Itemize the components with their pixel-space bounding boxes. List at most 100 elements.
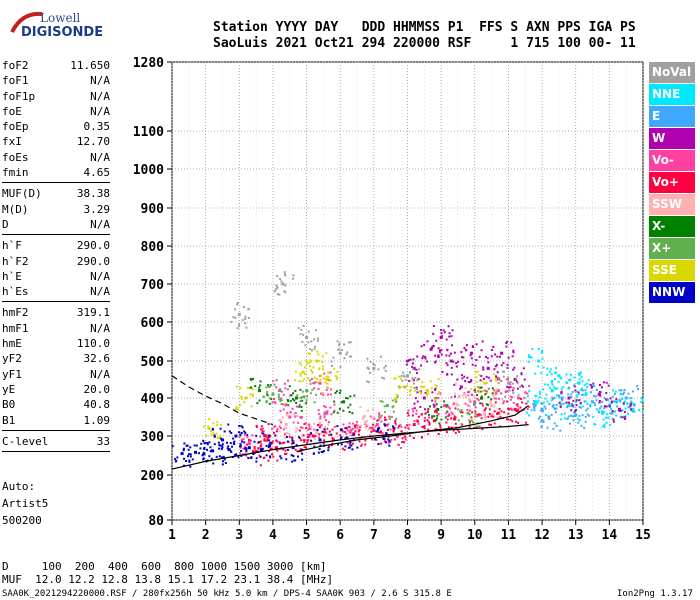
echo-point — [311, 434, 315, 438]
echo-speckle — [534, 394, 537, 397]
echo-speckle — [592, 395, 595, 398]
echo-speckle — [244, 317, 247, 320]
echo-speckle — [279, 277, 282, 280]
echo-speckle — [313, 348, 316, 351]
echo-speckle — [497, 376, 500, 379]
echo-speckle — [255, 460, 258, 463]
echo-point — [284, 423, 288, 427]
echo-speckle — [289, 411, 292, 414]
echo-speckle — [595, 389, 598, 392]
echo-speckle — [303, 440, 306, 443]
echo-speckle — [412, 358, 415, 361]
echo-speckle — [271, 392, 274, 395]
echo-speckle — [413, 420, 416, 423]
echo-speckle — [238, 404, 241, 407]
param-value: N/A — [90, 150, 110, 164]
echo-speckle — [314, 437, 317, 440]
echo-speckle — [258, 454, 261, 457]
echo-speckle — [218, 443, 221, 446]
echo-speckle — [387, 441, 390, 444]
echo-speckle — [456, 378, 459, 381]
echo-speckle — [441, 370, 444, 373]
echo-speckle — [466, 408, 469, 411]
param-row: D N/A — [2, 217, 110, 232]
echo-speckle — [537, 348, 540, 351]
echo-speckle — [630, 408, 633, 411]
param-label: foF1 — [2, 74, 29, 88]
echo-speckle — [551, 389, 554, 392]
echo-speckle — [545, 393, 548, 396]
echo-speckle — [318, 360, 321, 363]
echo-speckle — [283, 441, 286, 444]
echo-speckle — [260, 425, 263, 428]
echo-speckle — [339, 365, 342, 368]
echo-speckle — [509, 407, 512, 410]
echo-speckle — [309, 392, 312, 395]
echo-speckle — [437, 378, 440, 381]
echo-speckle — [313, 401, 316, 404]
echo-speckle — [572, 419, 575, 422]
echo-speckle — [377, 368, 380, 371]
echo-speckle — [378, 412, 381, 415]
echo-speckle — [273, 397, 276, 400]
echo-speckle — [278, 419, 281, 422]
echo-speckle — [491, 392, 494, 395]
echo-speckle — [463, 375, 466, 378]
echo-speckle — [330, 433, 333, 436]
echo-speckle — [369, 434, 372, 437]
echo-speckle — [295, 444, 298, 447]
echo-speckle — [423, 408, 426, 411]
echo-speckle — [346, 397, 349, 400]
echo-speckle — [574, 389, 577, 392]
echo-speckle — [464, 387, 467, 390]
echo-speckle — [559, 376, 562, 379]
echo-speckle — [556, 387, 559, 390]
echo-point — [449, 359, 453, 363]
param-value: 110.0 — [76, 337, 110, 351]
echo-speckle — [371, 426, 374, 429]
echo-speckle — [571, 415, 574, 418]
echo-speckle — [492, 414, 495, 417]
echo-speckle — [286, 448, 289, 451]
echo-speckle — [375, 438, 378, 441]
echo-speckle — [303, 378, 306, 381]
echo-speckle — [479, 386, 482, 389]
echo-speckle — [365, 419, 368, 422]
echo-speckle — [505, 345, 508, 348]
echo-speckle — [404, 436, 407, 439]
echo-speckle — [478, 425, 481, 428]
echo-speckle — [322, 377, 325, 380]
echo-speckle — [271, 427, 274, 430]
echo-speckle — [516, 387, 519, 390]
echo-speckle — [528, 406, 531, 409]
echo-speckle — [623, 410, 626, 413]
echo-speckle — [286, 411, 289, 414]
echo-speckle — [538, 390, 541, 393]
echo-speckle — [345, 353, 348, 356]
echo-speckle — [272, 380, 275, 383]
echo-speckle — [589, 391, 592, 394]
echo-speckle — [493, 422, 496, 425]
echo-point — [385, 404, 389, 408]
echo-speckle — [279, 419, 282, 422]
echo-speckle — [450, 411, 453, 414]
echo-speckle — [491, 412, 494, 415]
echo-speckle — [300, 426, 303, 429]
echo-speckle — [278, 441, 281, 444]
echo-point — [288, 415, 292, 419]
echo-speckle — [577, 421, 580, 424]
footer-info: SAA0K_2021294220000.RSF / 280fx256h 50 k… — [2, 589, 452, 599]
echo-speckle — [321, 355, 324, 358]
echo-speckle — [341, 349, 344, 352]
echo-speckle — [575, 399, 578, 402]
echo-speckle — [309, 426, 312, 429]
echo-speckle — [512, 351, 515, 354]
echo-speckle — [383, 423, 386, 426]
echo-speckle — [592, 382, 595, 385]
echo-speckle — [306, 436, 309, 439]
echo-speckle — [265, 401, 268, 404]
echo-speckle — [584, 394, 587, 397]
echo-speckle — [357, 430, 360, 433]
echo-speckle — [630, 409, 633, 412]
param-row: foE N/A — [2, 104, 110, 119]
